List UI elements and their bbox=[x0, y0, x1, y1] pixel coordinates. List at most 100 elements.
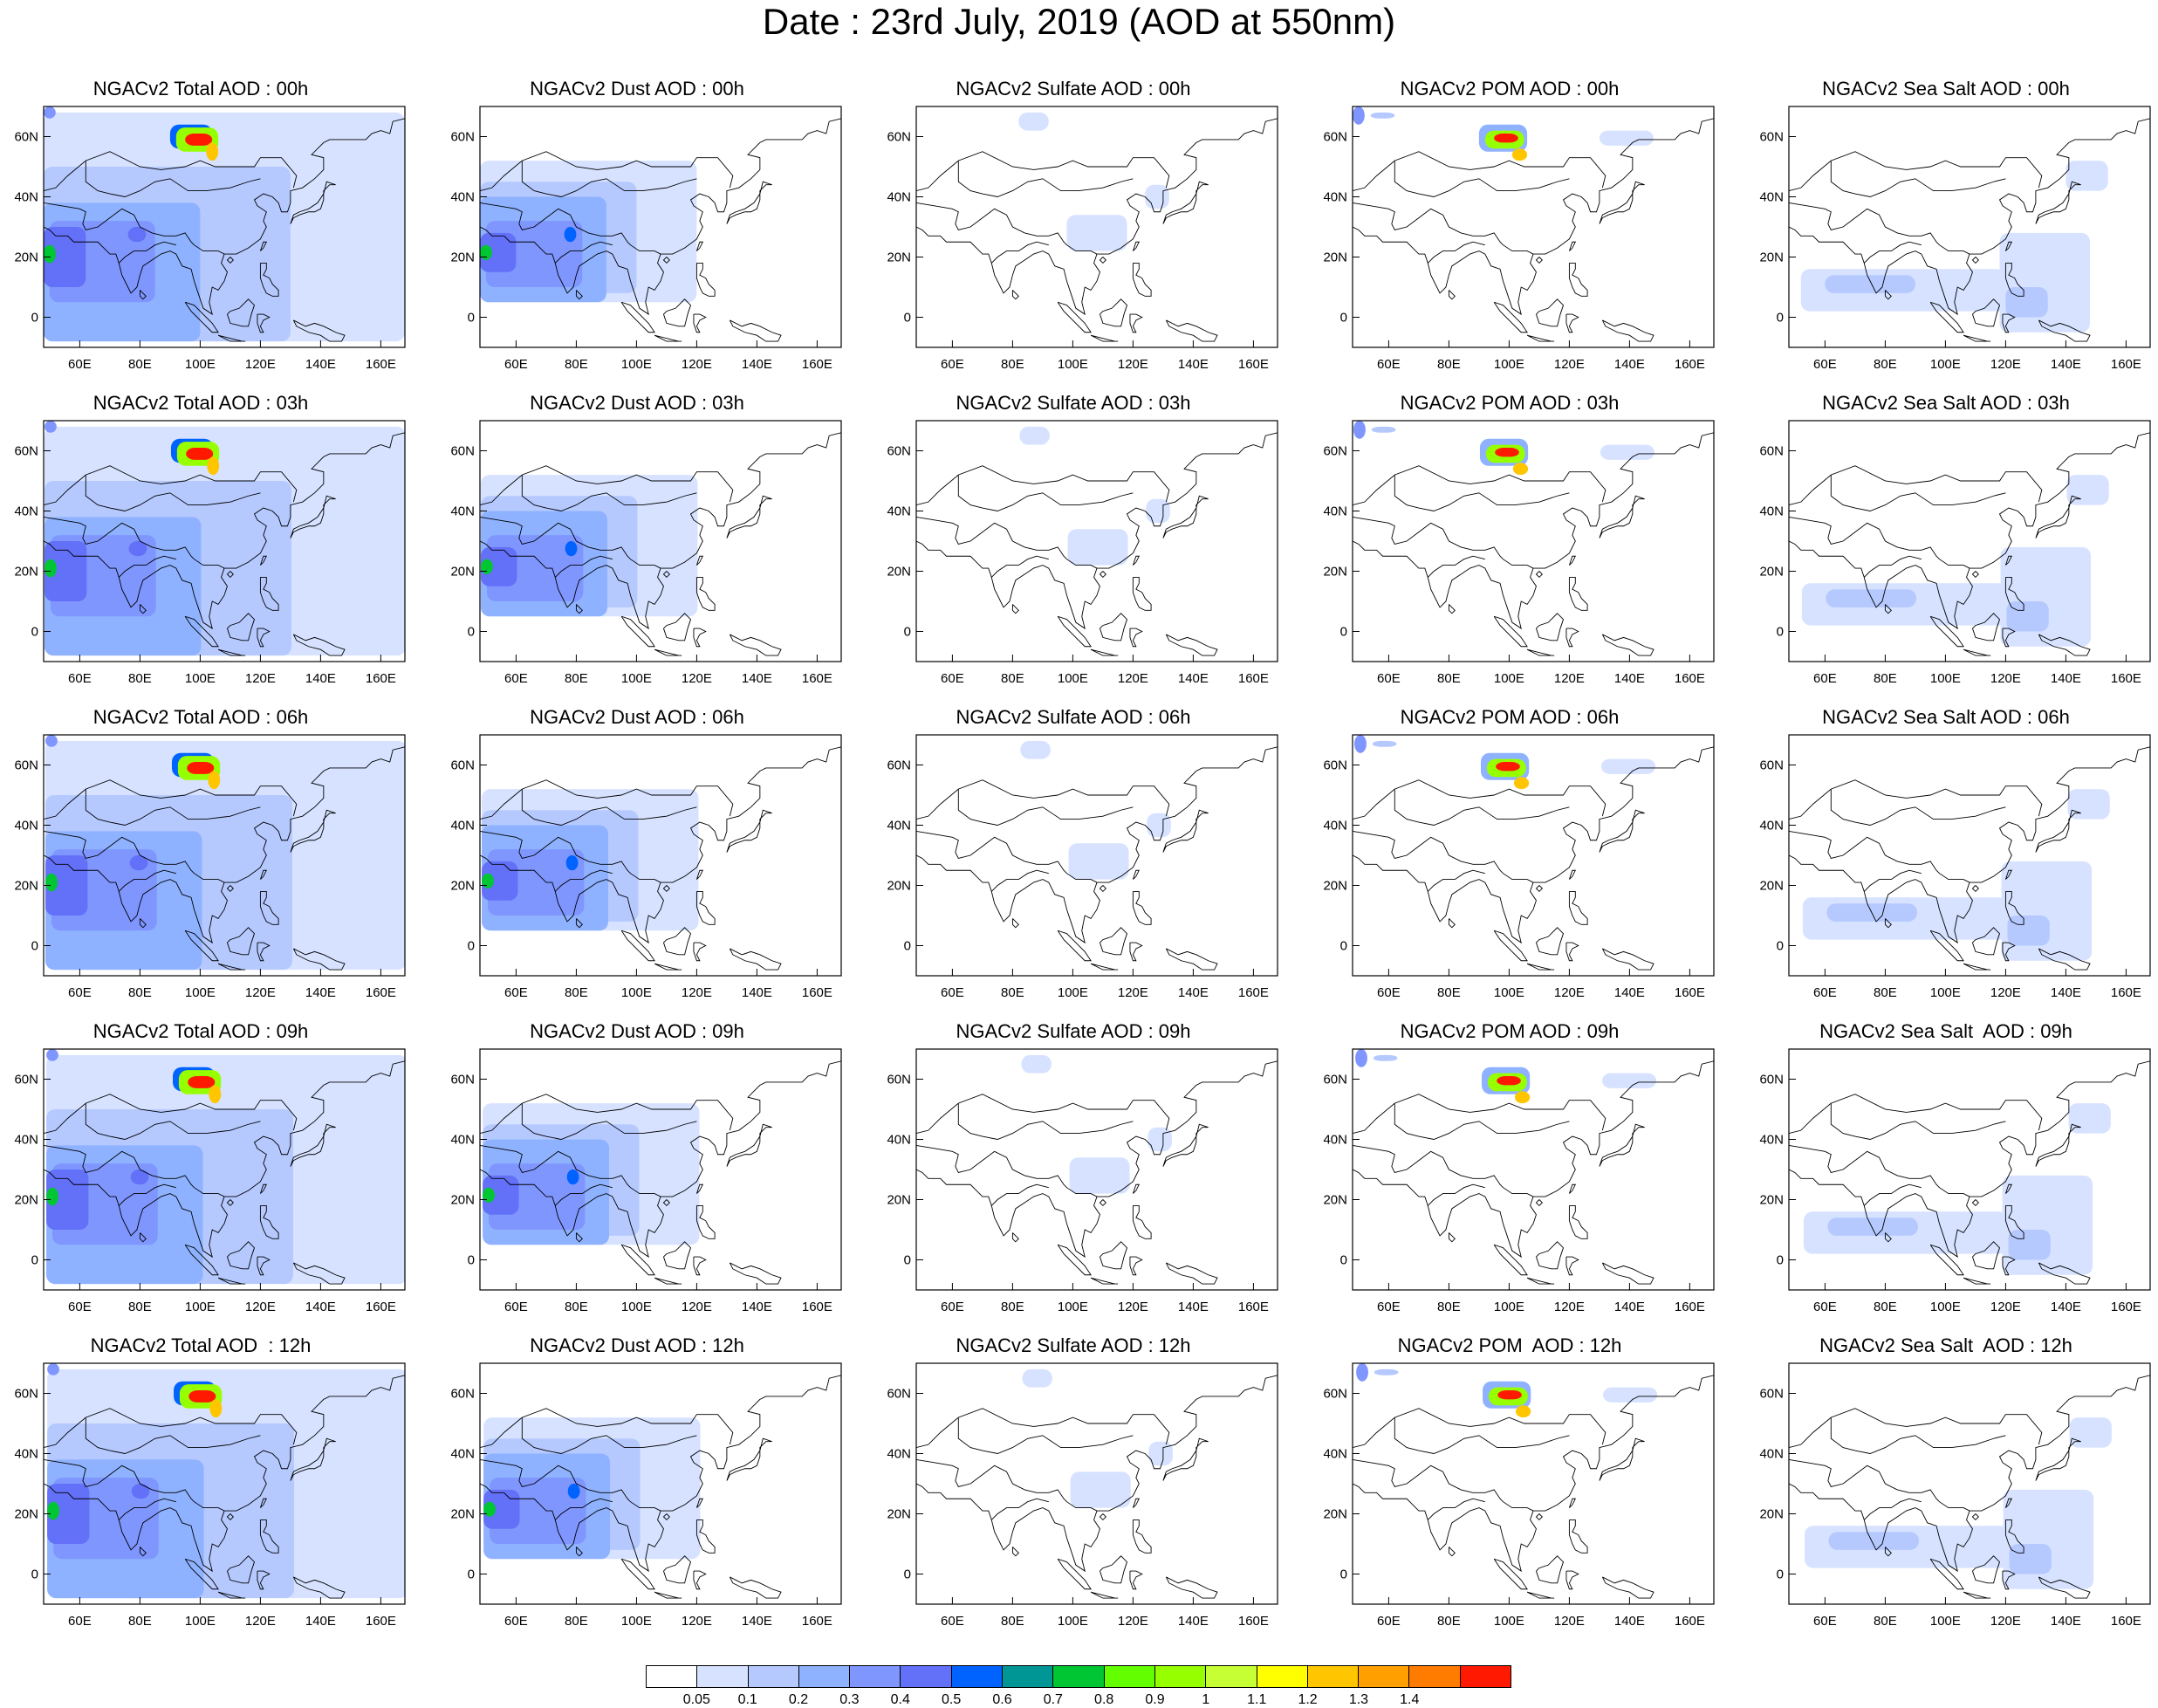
lon-tick-label: 60E bbox=[1377, 1614, 1401, 1629]
coastline bbox=[85, 161, 261, 197]
aod-field bbox=[44, 1363, 405, 1599]
coastline bbox=[184, 929, 219, 962]
coastline bbox=[957, 475, 1134, 511]
coastline bbox=[1448, 604, 1456, 614]
lon-tick-label: 160E bbox=[1675, 1614, 1705, 1629]
lon-tick-label: 140E bbox=[742, 1300, 772, 1314]
aod-contour-region bbox=[482, 873, 494, 888]
coastline bbox=[44, 1094, 298, 1135]
lon-tick-label: 120E bbox=[682, 671, 712, 686]
lat-tick-label: 0 bbox=[1340, 625, 1347, 640]
lon-tick-label: 80E bbox=[1437, 1300, 1461, 1314]
coastline bbox=[2004, 890, 2024, 925]
map-plot: 60E 80E 100E 120E 140E 160E 60N 40N 20N 0 bbox=[1759, 734, 2151, 1000]
aod-contour-region bbox=[1148, 1127, 1172, 1152]
map-plot: 60E 80E 100E 120E 140E 160E 60N 40N 20N 0 bbox=[1759, 1048, 2151, 1314]
lon-tick-label: 120E bbox=[245, 1614, 276, 1629]
aod-contour-region bbox=[207, 456, 220, 476]
aod-contour-region bbox=[1600, 444, 1655, 460]
panel-title: NGACv2 Sea Salt AOD : 06h bbox=[1822, 706, 2070, 728]
lat-tick-label: 20N bbox=[1323, 565, 1347, 580]
coastline bbox=[695, 869, 704, 880]
lat-tick-label: 0 bbox=[31, 625, 38, 640]
lat-tick-label: 20N bbox=[1323, 1507, 1347, 1522]
lat-tick-label: 0 bbox=[904, 625, 911, 640]
coastline bbox=[1100, 927, 1128, 956]
lat-tick-label: 40N bbox=[1323, 190, 1347, 205]
coastline bbox=[2002, 313, 2016, 333]
aod-contour-region bbox=[1356, 1363, 1368, 1382]
coastline bbox=[217, 1591, 246, 1599]
lat-tick-label: 0 bbox=[31, 311, 38, 326]
coastline bbox=[1353, 465, 1607, 506]
aod-contour-region bbox=[2066, 161, 2108, 191]
colorbar-swatch bbox=[850, 1666, 901, 1687]
lon-tick-label: 100E bbox=[1058, 671, 1088, 686]
aod-contour-region bbox=[1495, 448, 1519, 457]
lon-tick-label: 100E bbox=[621, 357, 652, 372]
aod-contour-region bbox=[208, 771, 221, 790]
coastline bbox=[44, 432, 405, 630]
coastline bbox=[139, 1547, 147, 1557]
coastline bbox=[957, 789, 1134, 826]
coastline bbox=[662, 571, 670, 579]
coastline bbox=[662, 257, 670, 264]
lon-tick-label: 120E bbox=[1118, 1614, 1148, 1629]
coastline bbox=[916, 779, 1170, 820]
lon-tick-label: 120E bbox=[682, 985, 712, 1000]
coastline bbox=[1132, 262, 1152, 297]
coastline bbox=[1565, 1256, 1579, 1276]
lon-tick-label: 80E bbox=[565, 985, 588, 1000]
coastline bbox=[1165, 948, 1218, 971]
lon-tick-label: 120E bbox=[1118, 357, 1148, 372]
coastline bbox=[695, 890, 716, 925]
aod-contour-region bbox=[1828, 1532, 1920, 1550]
coastline bbox=[1353, 1094, 1607, 1135]
colorbar-label: 0.3 bbox=[839, 1692, 860, 1707]
coastline bbox=[1011, 1547, 1019, 1557]
lat-tick-label: 40N bbox=[1759, 819, 1784, 833]
coastline bbox=[1057, 1558, 1092, 1590]
lon-tick-label: 160E bbox=[366, 357, 396, 372]
coastline bbox=[1526, 1277, 1555, 1285]
lat-tick-label: 20N bbox=[887, 1193, 911, 1208]
aod-contour-region bbox=[481, 559, 493, 574]
colorbar-swatch bbox=[1206, 1666, 1257, 1687]
coastline bbox=[1929, 1244, 1964, 1276]
map-panel: NGACv2 Total AOD : 06h 60E 80E 100E 120E 140E… bbox=[0, 707, 410, 1004]
coastline bbox=[620, 1244, 655, 1276]
colorbar-swatch bbox=[1307, 1666, 1360, 1687]
aod-contour-region bbox=[1355, 1049, 1367, 1067]
coastline bbox=[1536, 927, 1565, 956]
lon-tick-label: 80E bbox=[1437, 671, 1461, 686]
aod-field bbox=[1789, 1375, 2150, 1599]
lat-tick-label: 40N bbox=[1323, 1133, 1347, 1148]
aod-field bbox=[1789, 432, 2150, 656]
coastline bbox=[1972, 1555, 2001, 1584]
coastline bbox=[1448, 290, 1456, 300]
lon-tick-label: 60E bbox=[504, 671, 528, 686]
coastline bbox=[2038, 948, 2091, 971]
coastline bbox=[1394, 1103, 1570, 1140]
lon-tick-label: 80E bbox=[1001, 357, 1024, 372]
coastline bbox=[1830, 475, 2006, 511]
coastline bbox=[695, 241, 704, 251]
lon-tick-label: 80E bbox=[565, 1300, 588, 1314]
map-plot: 60E 80E 100E 120E 140E 160E 60N 40N 20N 0 bbox=[450, 106, 842, 372]
panel-title: NGACv2 Dust AOD : 00h bbox=[530, 78, 744, 99]
lat-tick-label: 60N bbox=[1323, 444, 1347, 459]
lon-tick-label: 80E bbox=[128, 985, 152, 1000]
coastline bbox=[1100, 1241, 1128, 1270]
lon-tick-label: 60E bbox=[1377, 671, 1401, 686]
coastline bbox=[1493, 301, 1528, 333]
coastline bbox=[1493, 1558, 1528, 1590]
aod-contour-region bbox=[45, 559, 57, 578]
aod-field bbox=[1789, 746, 2150, 971]
lat-tick-label: 20N bbox=[14, 1507, 38, 1522]
coastline bbox=[1132, 1204, 1152, 1239]
coastline bbox=[1535, 257, 1543, 264]
map-plot: 60E 80E 100E 120E 140E 160E 60N 40N 20N 0 bbox=[1323, 734, 1715, 1000]
coastline bbox=[259, 576, 279, 611]
coastline bbox=[1971, 257, 1979, 264]
lon-tick-label: 120E bbox=[1118, 1300, 1148, 1314]
